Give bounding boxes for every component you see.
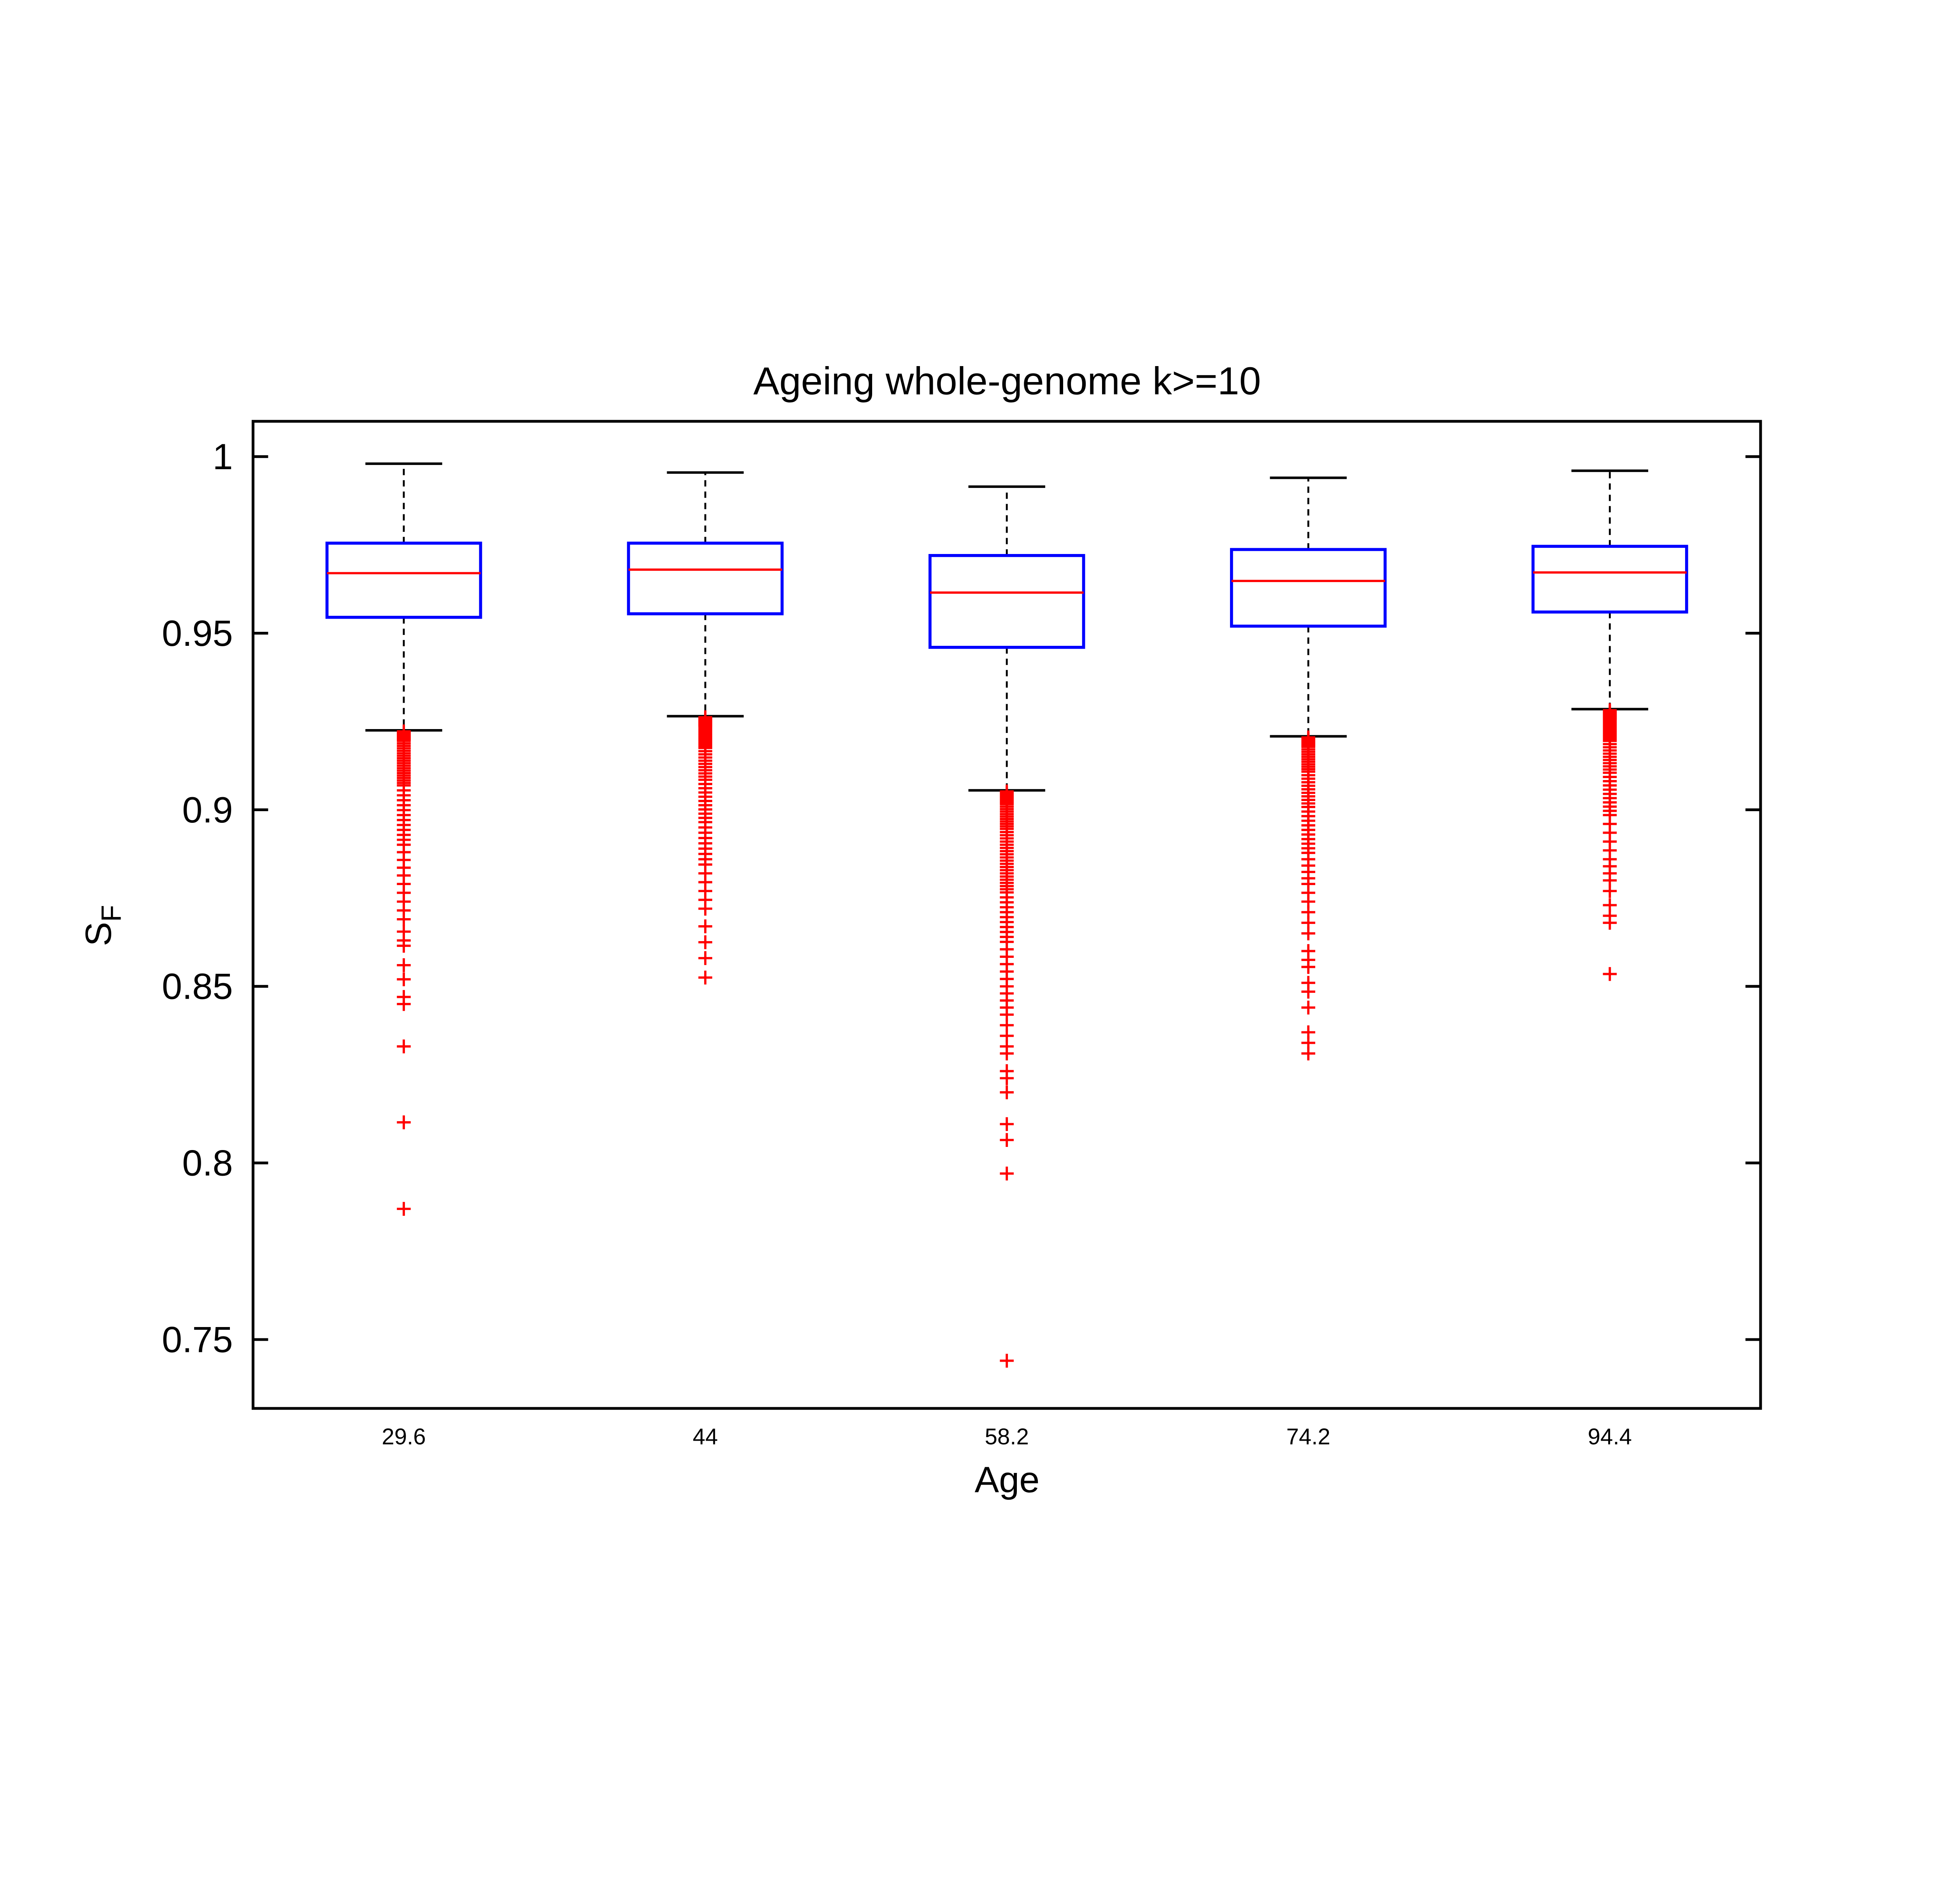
box-rect bbox=[1531, 545, 1688, 614]
y-tick-label: 0.8 bbox=[182, 1143, 233, 1183]
y-tick-label: 1 bbox=[213, 436, 233, 477]
outlier-marker bbox=[1000, 1085, 1014, 1099]
y-axis-label-subscript: F bbox=[96, 905, 127, 922]
box-rect bbox=[627, 542, 784, 615]
y-axis-label: SF bbox=[78, 905, 127, 946]
x-axis-label: Age bbox=[975, 1459, 1040, 1500]
outlier-marker bbox=[1000, 1166, 1014, 1181]
outliers-group bbox=[1301, 730, 1316, 1061]
outlier-marker bbox=[397, 1115, 411, 1129]
outlier-marker bbox=[698, 901, 712, 916]
outlier-marker bbox=[698, 951, 712, 965]
outlier-marker bbox=[1000, 1133, 1014, 1147]
chart-title: Ageing whole-genome k>=10 bbox=[753, 359, 1261, 403]
box-rect bbox=[928, 554, 1085, 649]
y-tick-label: 0.85 bbox=[162, 966, 233, 1007]
x-tick-label: 29.6 bbox=[382, 1424, 426, 1449]
outlier-marker bbox=[1000, 1071, 1014, 1085]
boxplot-group-58.2 bbox=[928, 485, 1085, 1368]
boxplot-group-29.6 bbox=[325, 462, 482, 1216]
x-axis-labels: 29.6 44 58.2 74.2 94.4 bbox=[382, 1424, 1632, 1449]
outlier-marker bbox=[1603, 967, 1617, 981]
outlier-marker bbox=[1301, 1001, 1316, 1015]
y-tick-label: 0.9 bbox=[182, 789, 233, 830]
outliers-group bbox=[397, 724, 411, 1216]
outlier-marker bbox=[698, 970, 712, 985]
outliers-group bbox=[1603, 703, 1617, 981]
boxplot-group-44 bbox=[627, 471, 784, 985]
outlier-marker bbox=[397, 997, 411, 1011]
outlier-marker bbox=[1603, 916, 1617, 930]
box-rect bbox=[325, 542, 482, 619]
outlier-marker bbox=[1000, 1117, 1014, 1131]
boxplot-group-74.2 bbox=[1230, 476, 1387, 1061]
x-tick-label: 44 bbox=[693, 1424, 718, 1449]
outlier-marker bbox=[1000, 1353, 1014, 1368]
outliers-group bbox=[698, 710, 712, 985]
outlier-marker bbox=[1301, 985, 1316, 999]
outlier-marker bbox=[1301, 960, 1316, 974]
x-tick-label: 74.2 bbox=[1286, 1424, 1330, 1449]
outlier-marker bbox=[397, 1039, 411, 1054]
outlier-marker bbox=[397, 939, 411, 953]
y-tick-label: 0.95 bbox=[162, 613, 233, 654]
boxplot-group-94.4 bbox=[1531, 469, 1688, 981]
outlier-marker bbox=[698, 935, 712, 949]
outlier-marker bbox=[397, 912, 411, 926]
x-tick-label: 94.4 bbox=[1588, 1424, 1632, 1449]
outlier-marker bbox=[1000, 1047, 1014, 1061]
outlier-marker bbox=[397, 972, 411, 986]
box-rect bbox=[1230, 548, 1387, 628]
outlier-marker bbox=[1301, 926, 1316, 940]
outlier-marker bbox=[1301, 1047, 1316, 1061]
outliers-group bbox=[1000, 784, 1014, 1368]
outlier-marker bbox=[698, 919, 712, 933]
y-axis-ticks: 0.75 0.8 0.85 0.9 0.95 1 bbox=[162, 436, 1761, 1360]
outlier-marker bbox=[397, 1202, 411, 1216]
x-tick-label: 58.2 bbox=[985, 1424, 1029, 1449]
y-axis-label-main: S bbox=[78, 922, 119, 946]
outlier-marker bbox=[397, 958, 411, 972]
y-tick-label: 0.75 bbox=[162, 1319, 233, 1360]
outlier-marker bbox=[1603, 884, 1617, 898]
